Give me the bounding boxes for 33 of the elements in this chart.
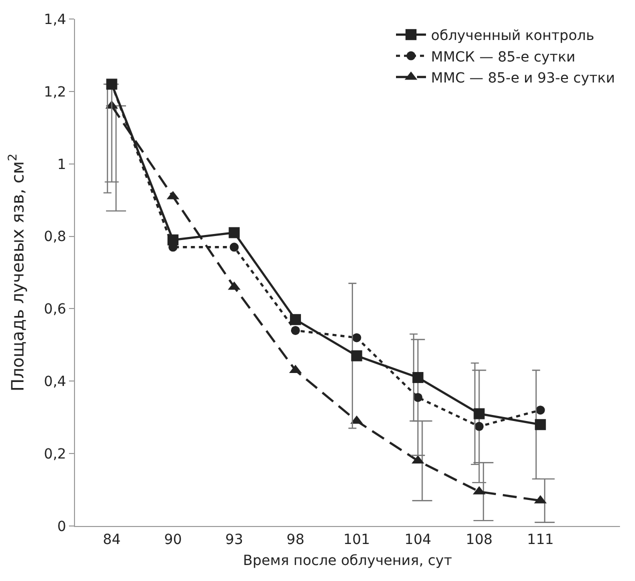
y-tick-label: 0,4 — [44, 374, 66, 390]
x-tick-label: 84 — [102, 532, 121, 548]
point — [352, 333, 362, 342]
legend-label: ММС — 85-е и 93-е сутки — [431, 70, 615, 86]
y-tick-label: 0,8 — [44, 229, 66, 246]
point — [474, 422, 484, 431]
point — [290, 326, 300, 335]
y-tick-label: 1,4 — [44, 12, 66, 28]
x-tick-label: 101 — [343, 532, 370, 548]
point — [228, 227, 240, 238]
x-tick-label: 111 — [527, 532, 554, 548]
legend-label: облученный контроль — [431, 28, 594, 44]
y-tick-label: 0,6 — [44, 302, 66, 318]
y-tick-label: 1 — [57, 156, 66, 173]
x-tick-label: 104 — [404, 532, 432, 548]
point — [412, 372, 424, 384]
point — [536, 406, 545, 415]
y-tick-label: 0 — [57, 518, 66, 535]
y-tick-label: 0,2 — [44, 446, 66, 462]
point — [351, 350, 362, 362]
point — [413, 392, 422, 402]
legend-label: ММСК — 85-е сутки — [431, 49, 576, 66]
point — [474, 408, 485, 420]
x-tick-label: 108 — [466, 532, 493, 548]
x-tick-label: 93 — [225, 532, 244, 548]
x-tick-label: 90 — [164, 532, 182, 548]
y-tick-label: 1,2 — [44, 84, 66, 100]
point — [534, 419, 546, 430]
point — [290, 314, 301, 326]
x-axis-title: Время после облучения, сут — [243, 553, 452, 570]
point — [167, 234, 178, 246]
x-tick-label: 98 — [286, 532, 304, 548]
point — [230, 242, 239, 252]
